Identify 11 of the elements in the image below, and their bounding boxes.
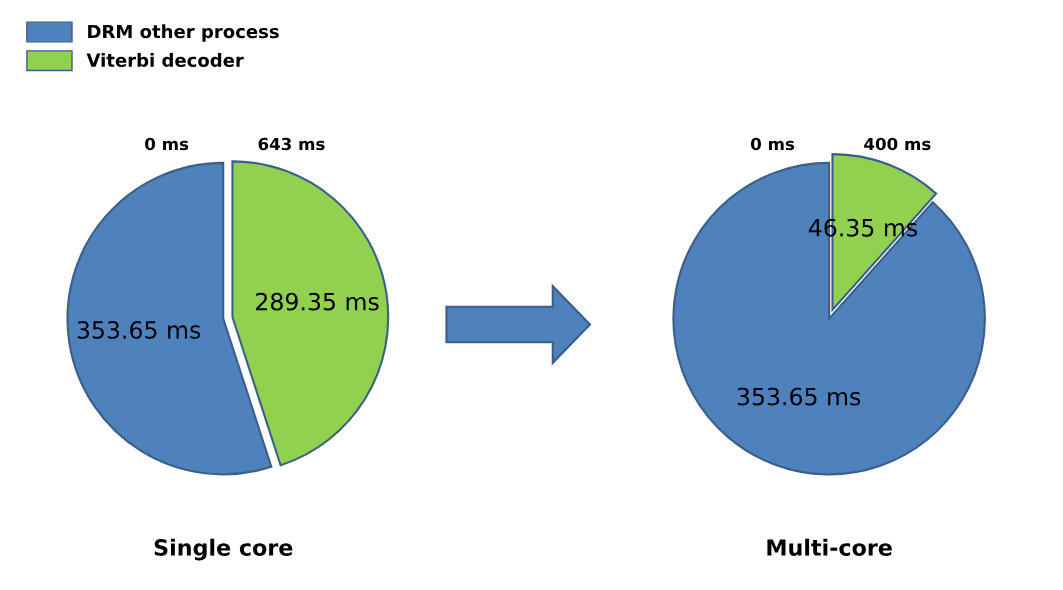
text: Multi-core [767,538,892,556]
legend-label: DRM other process [88,24,279,42]
data-label: 353.65 ms [77,320,201,339]
legend-label: Viterbi decoder [86,53,244,67]
data-label: 289.35 ms [256,292,379,311]
text: 0 ms [750,137,795,151]
text: 0 ms [145,137,189,151]
text: 400 ms [864,137,931,151]
data-label: 353.65 ms [737,387,861,406]
text: Single core [154,538,293,561]
text: 643 ms [258,137,325,151]
